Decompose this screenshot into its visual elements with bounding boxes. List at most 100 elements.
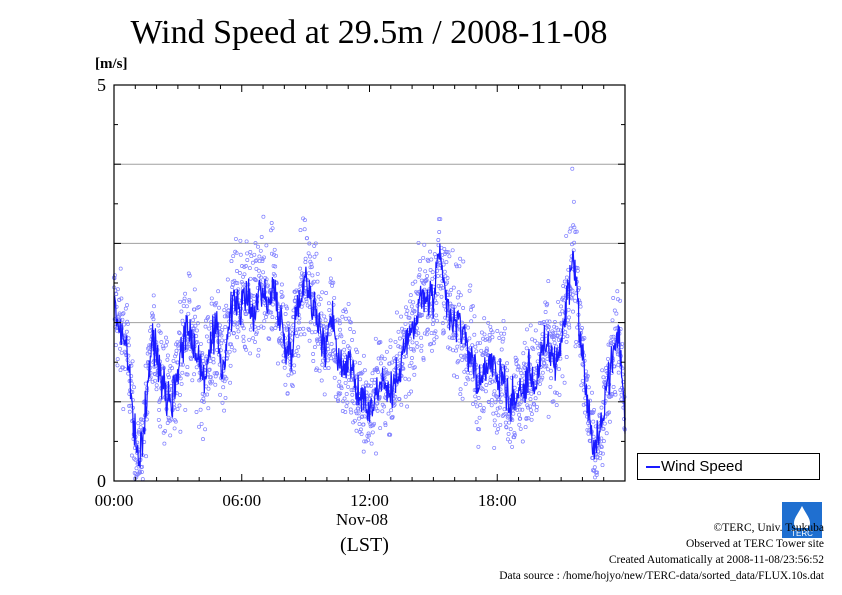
data-point [257, 259, 262, 264]
data-point [279, 295, 284, 300]
data-point [478, 403, 483, 407]
data-point [207, 367, 212, 372]
data-point [620, 341, 625, 346]
data-point [198, 407, 203, 412]
x-axis-date-label: Nov-08 [336, 510, 388, 529]
data-point [609, 334, 614, 339]
data-point [337, 379, 342, 384]
data-point [561, 295, 565, 300]
data-point [349, 388, 354, 393]
data-point [273, 326, 278, 330]
data-point [551, 399, 556, 404]
data-point [445, 276, 450, 280]
data-point [118, 266, 123, 271]
data-point [224, 303, 229, 308]
data-point [460, 396, 465, 401]
data-point [129, 453, 134, 458]
data-point [138, 470, 142, 475]
data-point [308, 259, 313, 264]
data-point [437, 266, 442, 271]
data-point [308, 254, 312, 259]
data-point [294, 288, 299, 293]
data-point [248, 276, 253, 281]
data-point [456, 359, 461, 364]
data-point [421, 356, 426, 361]
data-point [261, 325, 266, 330]
data-point [280, 294, 285, 299]
data-point [430, 276, 435, 281]
data-point [153, 378, 158, 383]
data-point [359, 371, 364, 376]
data-point [221, 385, 226, 390]
data-point [532, 338, 537, 343]
data-point [163, 343, 168, 348]
data-point [528, 323, 533, 328]
data-point [337, 321, 342, 326]
data-point [585, 373, 590, 378]
data-point [123, 306, 128, 311]
data-point [485, 348, 489, 353]
data-point [551, 335, 556, 340]
data-point [483, 389, 488, 394]
data-point [173, 419, 178, 424]
data-point [283, 382, 288, 387]
data-point [209, 301, 214, 306]
data-point [600, 368, 605, 373]
data-point [526, 388, 531, 393]
data-point [338, 327, 342, 332]
data-point [425, 315, 430, 320]
data-point [399, 362, 404, 367]
data-point [601, 439, 606, 444]
data-point [616, 370, 621, 375]
data-point [303, 294, 308, 299]
data-point [607, 419, 612, 424]
data-point [172, 426, 177, 431]
data-point [473, 394, 478, 399]
data-point [475, 341, 480, 346]
logo-text: TERC [791, 529, 813, 538]
x-axis-unit-label: (LST) [340, 534, 389, 556]
data-point [235, 281, 240, 286]
data-point [462, 369, 467, 374]
data-point [494, 430, 499, 435]
data-point [350, 338, 355, 342]
data-point [570, 288, 575, 293]
data-point [302, 227, 307, 232]
data-point [292, 370, 296, 375]
data-point [602, 421, 607, 426]
data-point [126, 343, 131, 348]
data-point [251, 336, 256, 341]
data-point [398, 345, 403, 350]
data-point [528, 404, 533, 409]
data-point [211, 360, 216, 365]
data-point [419, 348, 424, 353]
data-point [279, 290, 284, 294]
data-point [200, 391, 205, 396]
data-point [342, 396, 347, 401]
data-point [235, 335, 240, 340]
data-point [574, 291, 579, 296]
data-point [405, 308, 410, 313]
data-point [603, 414, 608, 419]
data-point [147, 345, 152, 350]
data-point [307, 241, 312, 246]
data-point [178, 299, 183, 304]
data-point [502, 326, 507, 331]
data-point [440, 321, 445, 326]
data-point [340, 314, 345, 319]
data-point [208, 359, 213, 364]
data-point [290, 384, 295, 389]
data-point [552, 340, 557, 345]
data-point [490, 379, 495, 384]
data-point [437, 230, 442, 234]
data-point [438, 217, 443, 222]
data-point [489, 403, 494, 408]
data-point [539, 377, 544, 382]
data-point [214, 300, 219, 305]
data-point [476, 396, 481, 400]
data-point [573, 298, 578, 303]
data-point [329, 356, 334, 361]
data-point [344, 404, 349, 409]
data-point [224, 376, 229, 381]
data-point [298, 283, 303, 288]
